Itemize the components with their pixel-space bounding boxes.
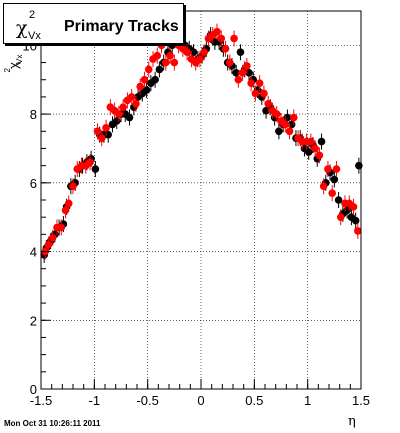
y-tick-label: 2 — [30, 313, 37, 328]
x-tick-label: 0 — [197, 393, 204, 408]
title-chi-symbol: χ — [16, 17, 28, 39]
data-point — [247, 79, 255, 87]
y-axis-title: χ 2 Vx — [3, 55, 24, 73]
y-tick-label: 4 — [30, 245, 37, 260]
data-point — [343, 206, 351, 215]
data-point — [64, 199, 73, 208]
data-point — [285, 127, 294, 136]
data-point — [319, 182, 328, 191]
x-axis-title: η — [348, 414, 356, 429]
data-point — [61, 206, 70, 215]
data-point — [155, 65, 164, 74]
x-tick-label: 1.5 — [352, 393, 370, 408]
data-point — [336, 213, 345, 221]
data-point — [162, 58, 170, 67]
data-point — [196, 55, 204, 63]
data-point — [332, 165, 341, 173]
data-point — [238, 69, 247, 77]
x-tick-label: -0.5 — [136, 393, 158, 408]
data-point — [57, 223, 66, 232]
data-point — [264, 99, 273, 108]
data-point — [48, 234, 57, 242]
x-tick-label: -1.5 — [30, 393, 52, 408]
x-tick-label: -1 — [89, 393, 101, 408]
data-point — [93, 127, 102, 136]
x-tick-label: 0.5 — [245, 393, 263, 408]
data-point — [317, 137, 326, 146]
data-point — [226, 58, 234, 67]
data-point — [166, 51, 174, 60]
data-point — [324, 165, 332, 173]
data-point — [144, 65, 153, 74]
data-point — [330, 175, 339, 184]
x-tick-label: 1 — [304, 393, 311, 408]
data-point — [281, 120, 290, 129]
grid-lines — [41, 11, 361, 389]
data-point — [69, 182, 77, 191]
title-box: χ 2 Vx Primary Tracks — [3, 3, 184, 44]
data-point — [112, 117, 121, 125]
data-point — [119, 103, 127, 112]
data-point — [236, 48, 245, 57]
chart-title: Primary Tracks — [64, 18, 179, 35]
data-point — [140, 75, 149, 84]
data-point — [328, 189, 337, 197]
axis-ticks — [40, 10, 362, 390]
data-point — [44, 240, 53, 249]
data-point — [260, 89, 268, 98]
data-point — [272, 110, 281, 118]
data-point — [307, 137, 315, 146]
data-point — [355, 161, 363, 170]
title-chi-subscript: Vx — [28, 30, 41, 42]
data-point — [142, 86, 151, 94]
data-point — [115, 110, 123, 118]
timestamp-footer: Mon Oct 31 10:26:11 2011 — [4, 419, 101, 428]
data-point — [132, 99, 140, 108]
y-axis-title-sup: 2 — [3, 67, 12, 72]
data-point — [351, 216, 360, 225]
y-axis-title-symbol: χ — [6, 62, 21, 69]
data-point — [311, 144, 319, 153]
data-point — [234, 75, 243, 84]
data-point — [153, 51, 162, 60]
title-chi-superscript: 2 — [29, 9, 36, 21]
data-point — [125, 113, 134, 122]
data-point — [217, 34, 226, 43]
data-point — [255, 79, 264, 87]
data-point — [183, 48, 191, 57]
data-point — [200, 48, 208, 57]
data-point — [98, 134, 106, 142]
data-point — [170, 58, 179, 67]
data-point — [349, 203, 358, 211]
data-point — [213, 27, 221, 36]
data-point — [91, 165, 100, 173]
data-point — [304, 148, 313, 156]
data-point — [243, 62, 251, 70]
data-point — [86, 158, 94, 166]
data-point — [136, 82, 144, 91]
data-point — [221, 45, 230, 53]
y-tick-label: 8 — [30, 107, 37, 122]
data-point — [127, 93, 136, 101]
data-point — [102, 124, 110, 132]
data-point — [290, 113, 298, 122]
data-point — [334, 196, 343, 204]
data-point — [151, 75, 159, 84]
data-point — [230, 34, 238, 43]
data-point — [275, 127, 283, 136]
data-point — [315, 151, 324, 160]
data-point — [354, 227, 362, 235]
y-tick-label: 0 — [30, 382, 37, 397]
y-axis-title-sub: Vx — [15, 55, 24, 64]
data-points — [40, 23, 363, 263]
data-point — [104, 130, 112, 139]
y-tick-label: 6 — [30, 176, 37, 191]
data-point — [251, 89, 260, 98]
